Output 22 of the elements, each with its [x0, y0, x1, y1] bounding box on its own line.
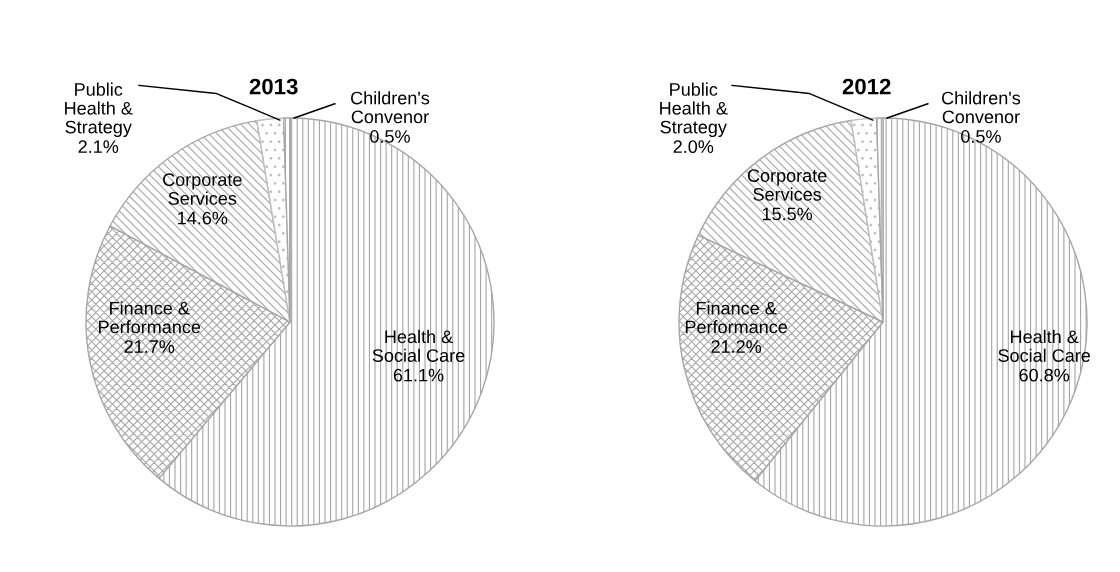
data-label: 21.7%	[124, 340, 175, 353]
slice-label: Public Health & Strategy	[65, 82, 133, 138]
data-label: 14.6%	[178, 211, 228, 225]
slice-label: Health & Social Care	[372, 329, 465, 362]
slice-label: Finance & Performance	[685, 301, 787, 334]
data-label: 2.0%	[673, 140, 714, 154]
data-label: 61.1%	[393, 368, 444, 382]
slice-label: Corporate Services	[747, 169, 827, 201]
slice-label: Children's Convenor	[351, 91, 430, 124]
slice-label: Children's Convenor	[941, 91, 1021, 124]
data-label: 2.1%	[78, 140, 119, 153]
slice-label: Corporate Services	[163, 173, 242, 205]
data-label: 0.5%	[961, 130, 1001, 143]
slice-label: Finance & Performance	[99, 301, 201, 334]
slice-label: Public Health & Strategy	[660, 82, 728, 138]
data-label: 0.5%	[370, 130, 410, 143]
chart-title: 2013	[249, 78, 298, 95]
data-label: 15.5%	[762, 207, 813, 221]
data-label: 60.8%	[1019, 368, 1070, 382]
slice-label: Health & Social Care	[998, 329, 1091, 362]
data-label: 21.2%	[711, 340, 762, 353]
chart-title: 2012	[842, 78, 891, 95]
